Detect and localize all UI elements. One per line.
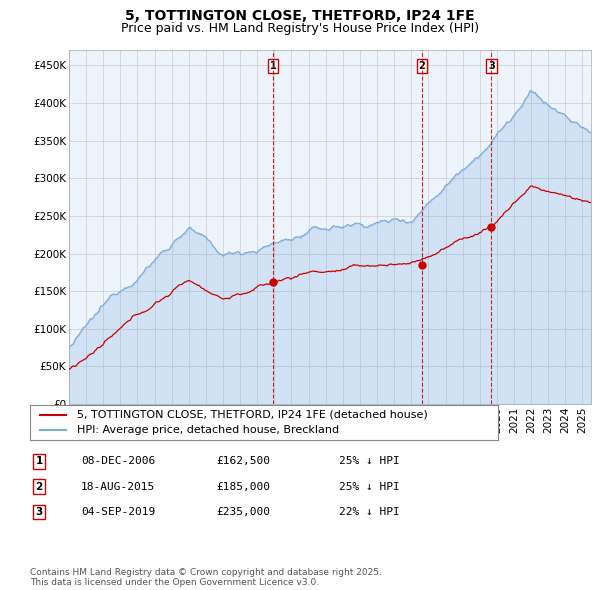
Text: 1: 1	[270, 61, 277, 71]
Text: Price paid vs. HM Land Registry's House Price Index (HPI): Price paid vs. HM Land Registry's House …	[121, 22, 479, 35]
Text: 25% ↓ HPI: 25% ↓ HPI	[339, 457, 400, 466]
Text: 2: 2	[419, 61, 425, 71]
Text: £162,500: £162,500	[216, 457, 270, 466]
Text: 25% ↓ HPI: 25% ↓ HPI	[339, 482, 400, 491]
Text: £185,000: £185,000	[216, 482, 270, 491]
Text: 18-AUG-2015: 18-AUG-2015	[81, 482, 155, 491]
Text: 3: 3	[488, 61, 495, 71]
Text: HPI: Average price, detached house, Breckland: HPI: Average price, detached house, Brec…	[77, 425, 339, 435]
Text: 2: 2	[35, 482, 43, 491]
Text: 5, TOTTINGTON CLOSE, THETFORD, IP24 1FE: 5, TOTTINGTON CLOSE, THETFORD, IP24 1FE	[125, 9, 475, 23]
Text: Contains HM Land Registry data © Crown copyright and database right 2025.
This d: Contains HM Land Registry data © Crown c…	[30, 568, 382, 587]
Text: 5, TOTTINGTON CLOSE, THETFORD, IP24 1FE (detached house): 5, TOTTINGTON CLOSE, THETFORD, IP24 1FE …	[77, 409, 428, 419]
Text: 04-SEP-2019: 04-SEP-2019	[81, 507, 155, 517]
Text: 22% ↓ HPI: 22% ↓ HPI	[339, 507, 400, 517]
Text: 3: 3	[35, 507, 43, 517]
Text: 08-DEC-2006: 08-DEC-2006	[81, 457, 155, 466]
Text: 1: 1	[35, 457, 43, 466]
Text: £235,000: £235,000	[216, 507, 270, 517]
